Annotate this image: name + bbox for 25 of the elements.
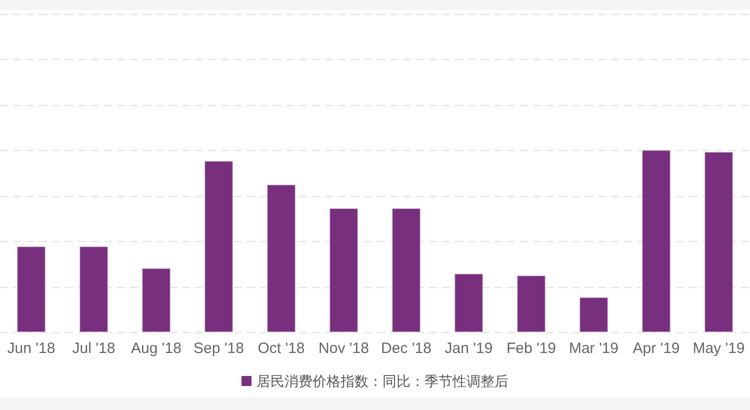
bar xyxy=(392,208,421,332)
x-tick-label: Jul '18 xyxy=(72,340,116,357)
bar xyxy=(704,152,734,332)
x-tick-label: Nov '18 xyxy=(318,340,369,357)
bar xyxy=(642,150,671,332)
x-tick-label: May '19 xyxy=(692,340,745,357)
bar xyxy=(79,246,108,332)
x-tick-label: Feb '19 xyxy=(506,340,556,357)
x-tick-label: Sep '18 xyxy=(194,340,244,357)
x-tick-label: Aug '18 xyxy=(131,340,182,357)
x-tick-label: Jan '19 xyxy=(444,340,493,357)
x-tick-label: Dec '18 xyxy=(381,340,432,357)
x-tick-label: Mar '19 xyxy=(568,340,619,357)
bar xyxy=(579,296,608,332)
legend-label: 居民消费价格指数：同比：季节性调整后 xyxy=(256,373,508,389)
bar xyxy=(204,160,234,332)
bar xyxy=(516,275,546,332)
bar xyxy=(266,184,296,332)
bar xyxy=(142,268,171,332)
bar xyxy=(329,208,358,332)
x-tick-label: Apr '19 xyxy=(632,340,680,357)
x-tick-label: Jun '18 xyxy=(7,340,56,357)
x-tick-label: Oct '18 xyxy=(258,340,305,357)
bar xyxy=(454,273,484,332)
bar xyxy=(16,246,46,332)
